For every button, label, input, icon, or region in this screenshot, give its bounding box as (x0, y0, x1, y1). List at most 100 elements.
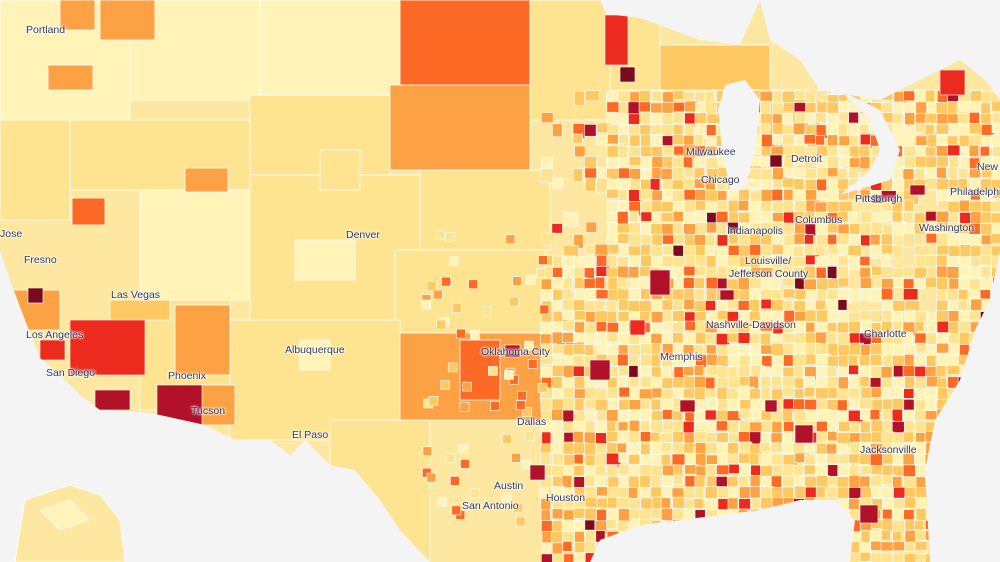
county[interactable] (992, 454, 1000, 465)
county[interactable] (738, 463, 752, 478)
county[interactable] (583, 332, 598, 345)
county[interactable] (705, 344, 717, 355)
county[interactable] (925, 475, 939, 486)
county[interactable] (551, 364, 565, 377)
county[interactable] (937, 519, 954, 532)
county[interactable] (937, 541, 953, 556)
county[interactable] (673, 474, 683, 485)
county[interactable] (551, 508, 564, 520)
county[interactable] (903, 388, 915, 399)
county[interactable] (903, 553, 917, 562)
county[interactable] (892, 541, 905, 551)
hot-county[interactable] (604, 14, 629, 66)
county[interactable] (683, 298, 696, 310)
county[interactable] (980, 420, 995, 431)
county[interactable] (936, 320, 950, 333)
county[interactable] (760, 530, 775, 546)
county[interactable] (814, 299, 826, 310)
county[interactable] (937, 420, 953, 436)
county[interactable] (948, 520, 961, 533)
county[interactable] (760, 100, 772, 116)
county[interactable] (783, 421, 795, 432)
county[interactable] (958, 551, 970, 562)
county[interactable] (628, 232, 643, 247)
county[interactable] (947, 222, 959, 234)
county[interactable] (683, 265, 696, 276)
county[interactable] (969, 541, 983, 553)
county[interactable] (913, 354, 926, 367)
county[interactable] (957, 508, 971, 520)
county[interactable] (881, 244, 895, 255)
county[interactable] (650, 508, 662, 519)
region[interactable] (389, 84, 531, 171)
county[interactable] (628, 146, 642, 158)
county[interactable] (552, 354, 564, 366)
county[interactable] (836, 388, 850, 400)
county[interactable] (849, 421, 860, 435)
county[interactable] (992, 288, 1000, 302)
county[interactable] (750, 398, 763, 412)
county[interactable] (881, 552, 894, 562)
county[interactable] (847, 387, 861, 398)
county[interactable] (433, 289, 443, 300)
county[interactable] (782, 133, 795, 147)
county[interactable] (936, 530, 947, 545)
county[interactable] (968, 421, 980, 438)
county[interactable] (662, 398, 674, 410)
county[interactable] (585, 530, 596, 543)
county[interactable] (968, 551, 982, 562)
county[interactable] (980, 311, 993, 324)
county[interactable] (727, 398, 739, 412)
county[interactable] (958, 289, 969, 302)
county[interactable] (859, 355, 870, 367)
county[interactable] (804, 508, 816, 522)
county[interactable] (640, 168, 653, 180)
county[interactable] (727, 332, 739, 343)
county[interactable] (684, 167, 696, 178)
county[interactable] (606, 464, 618, 479)
county[interactable] (827, 541, 839, 553)
county[interactable] (563, 553, 574, 562)
county[interactable] (540, 232, 556, 246)
county[interactable] (749, 553, 763, 562)
county[interactable] (792, 245, 804, 258)
county[interactable] (616, 277, 628, 288)
county[interactable] (937, 476, 949, 488)
county[interactable] (573, 168, 584, 183)
county[interactable] (618, 167, 631, 180)
county[interactable] (617, 211, 629, 226)
county[interactable] (803, 530, 818, 542)
county[interactable] (584, 552, 598, 562)
county[interactable] (957, 529, 974, 545)
county[interactable] (827, 299, 838, 311)
county[interactable] (629, 178, 643, 191)
county[interactable] (727, 420, 739, 435)
county[interactable] (837, 123, 849, 138)
county[interactable] (827, 189, 840, 203)
county[interactable] (893, 365, 904, 379)
county[interactable] (804, 497, 815, 512)
county[interactable] (638, 101, 651, 113)
county[interactable] (892, 552, 905, 562)
county[interactable] (838, 101, 850, 112)
county[interactable] (770, 410, 785, 422)
county[interactable] (606, 188, 619, 199)
county[interactable] (924, 276, 939, 288)
county[interactable] (892, 531, 902, 542)
county[interactable] (640, 365, 652, 377)
county[interactable] (640, 211, 653, 222)
county[interactable] (639, 519, 654, 532)
county[interactable] (761, 519, 773, 534)
county[interactable] (991, 530, 1000, 546)
county[interactable] (695, 200, 707, 211)
hot-county[interactable] (764, 399, 778, 413)
county[interactable] (969, 508, 980, 522)
county[interactable] (837, 299, 848, 311)
county[interactable] (629, 134, 641, 147)
county[interactable] (948, 245, 962, 258)
county[interactable] (449, 256, 459, 267)
county[interactable] (683, 520, 697, 533)
region[interactable] (294, 239, 356, 281)
county[interactable] (573, 310, 586, 321)
county[interactable] (969, 520, 980, 531)
